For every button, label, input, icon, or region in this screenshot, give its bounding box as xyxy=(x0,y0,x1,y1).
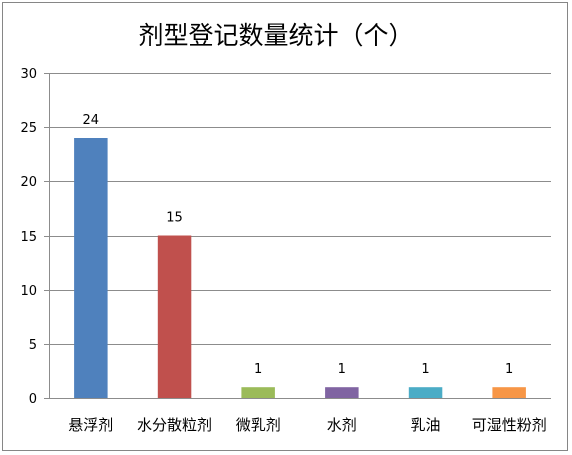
y-tick-label: 5 xyxy=(29,338,37,353)
data-label: 15 xyxy=(166,211,183,226)
chart-title: 剂型登记数量统计（个） xyxy=(138,21,413,50)
x-category-label: 水分散粒剂 xyxy=(137,416,212,434)
x-category-label: 微乳剂 xyxy=(236,416,281,434)
y-tick-label: 15 xyxy=(20,230,37,245)
y-tick-label: 30 xyxy=(20,67,37,82)
data-label: 1 xyxy=(421,362,429,377)
bar xyxy=(74,138,108,398)
x-category-label: 乳油 xyxy=(410,416,440,434)
x-category-label: 水剂 xyxy=(327,416,357,434)
bar xyxy=(408,387,443,398)
x-axis-categories: 悬浮剂 水分散粒剂 微乳剂 水剂 乳油 可湿性粉剂 xyxy=(68,416,546,434)
y-axis-ticks: 0 5 10 15 20 25 30 xyxy=(20,67,49,407)
bars xyxy=(74,138,526,398)
x-category-label: 可湿性粉剂 xyxy=(472,416,547,434)
data-label: 1 xyxy=(338,362,346,377)
y-tick-label: 10 xyxy=(20,284,37,299)
bar xyxy=(241,387,275,398)
bar xyxy=(157,235,192,398)
y-tick-label: 20 xyxy=(20,175,37,190)
x-category-label: 悬浮剂 xyxy=(68,416,113,434)
y-tick-label: 25 xyxy=(20,121,37,136)
gridlines xyxy=(49,73,551,345)
bar xyxy=(325,387,359,398)
data-label: 1 xyxy=(505,362,513,377)
data-labels: 24 15 1 1 1 1 xyxy=(83,113,514,377)
data-label: 24 xyxy=(83,113,100,128)
data-label: 1 xyxy=(254,362,262,377)
bar xyxy=(492,387,526,398)
y-tick-label: 0 xyxy=(29,392,37,407)
